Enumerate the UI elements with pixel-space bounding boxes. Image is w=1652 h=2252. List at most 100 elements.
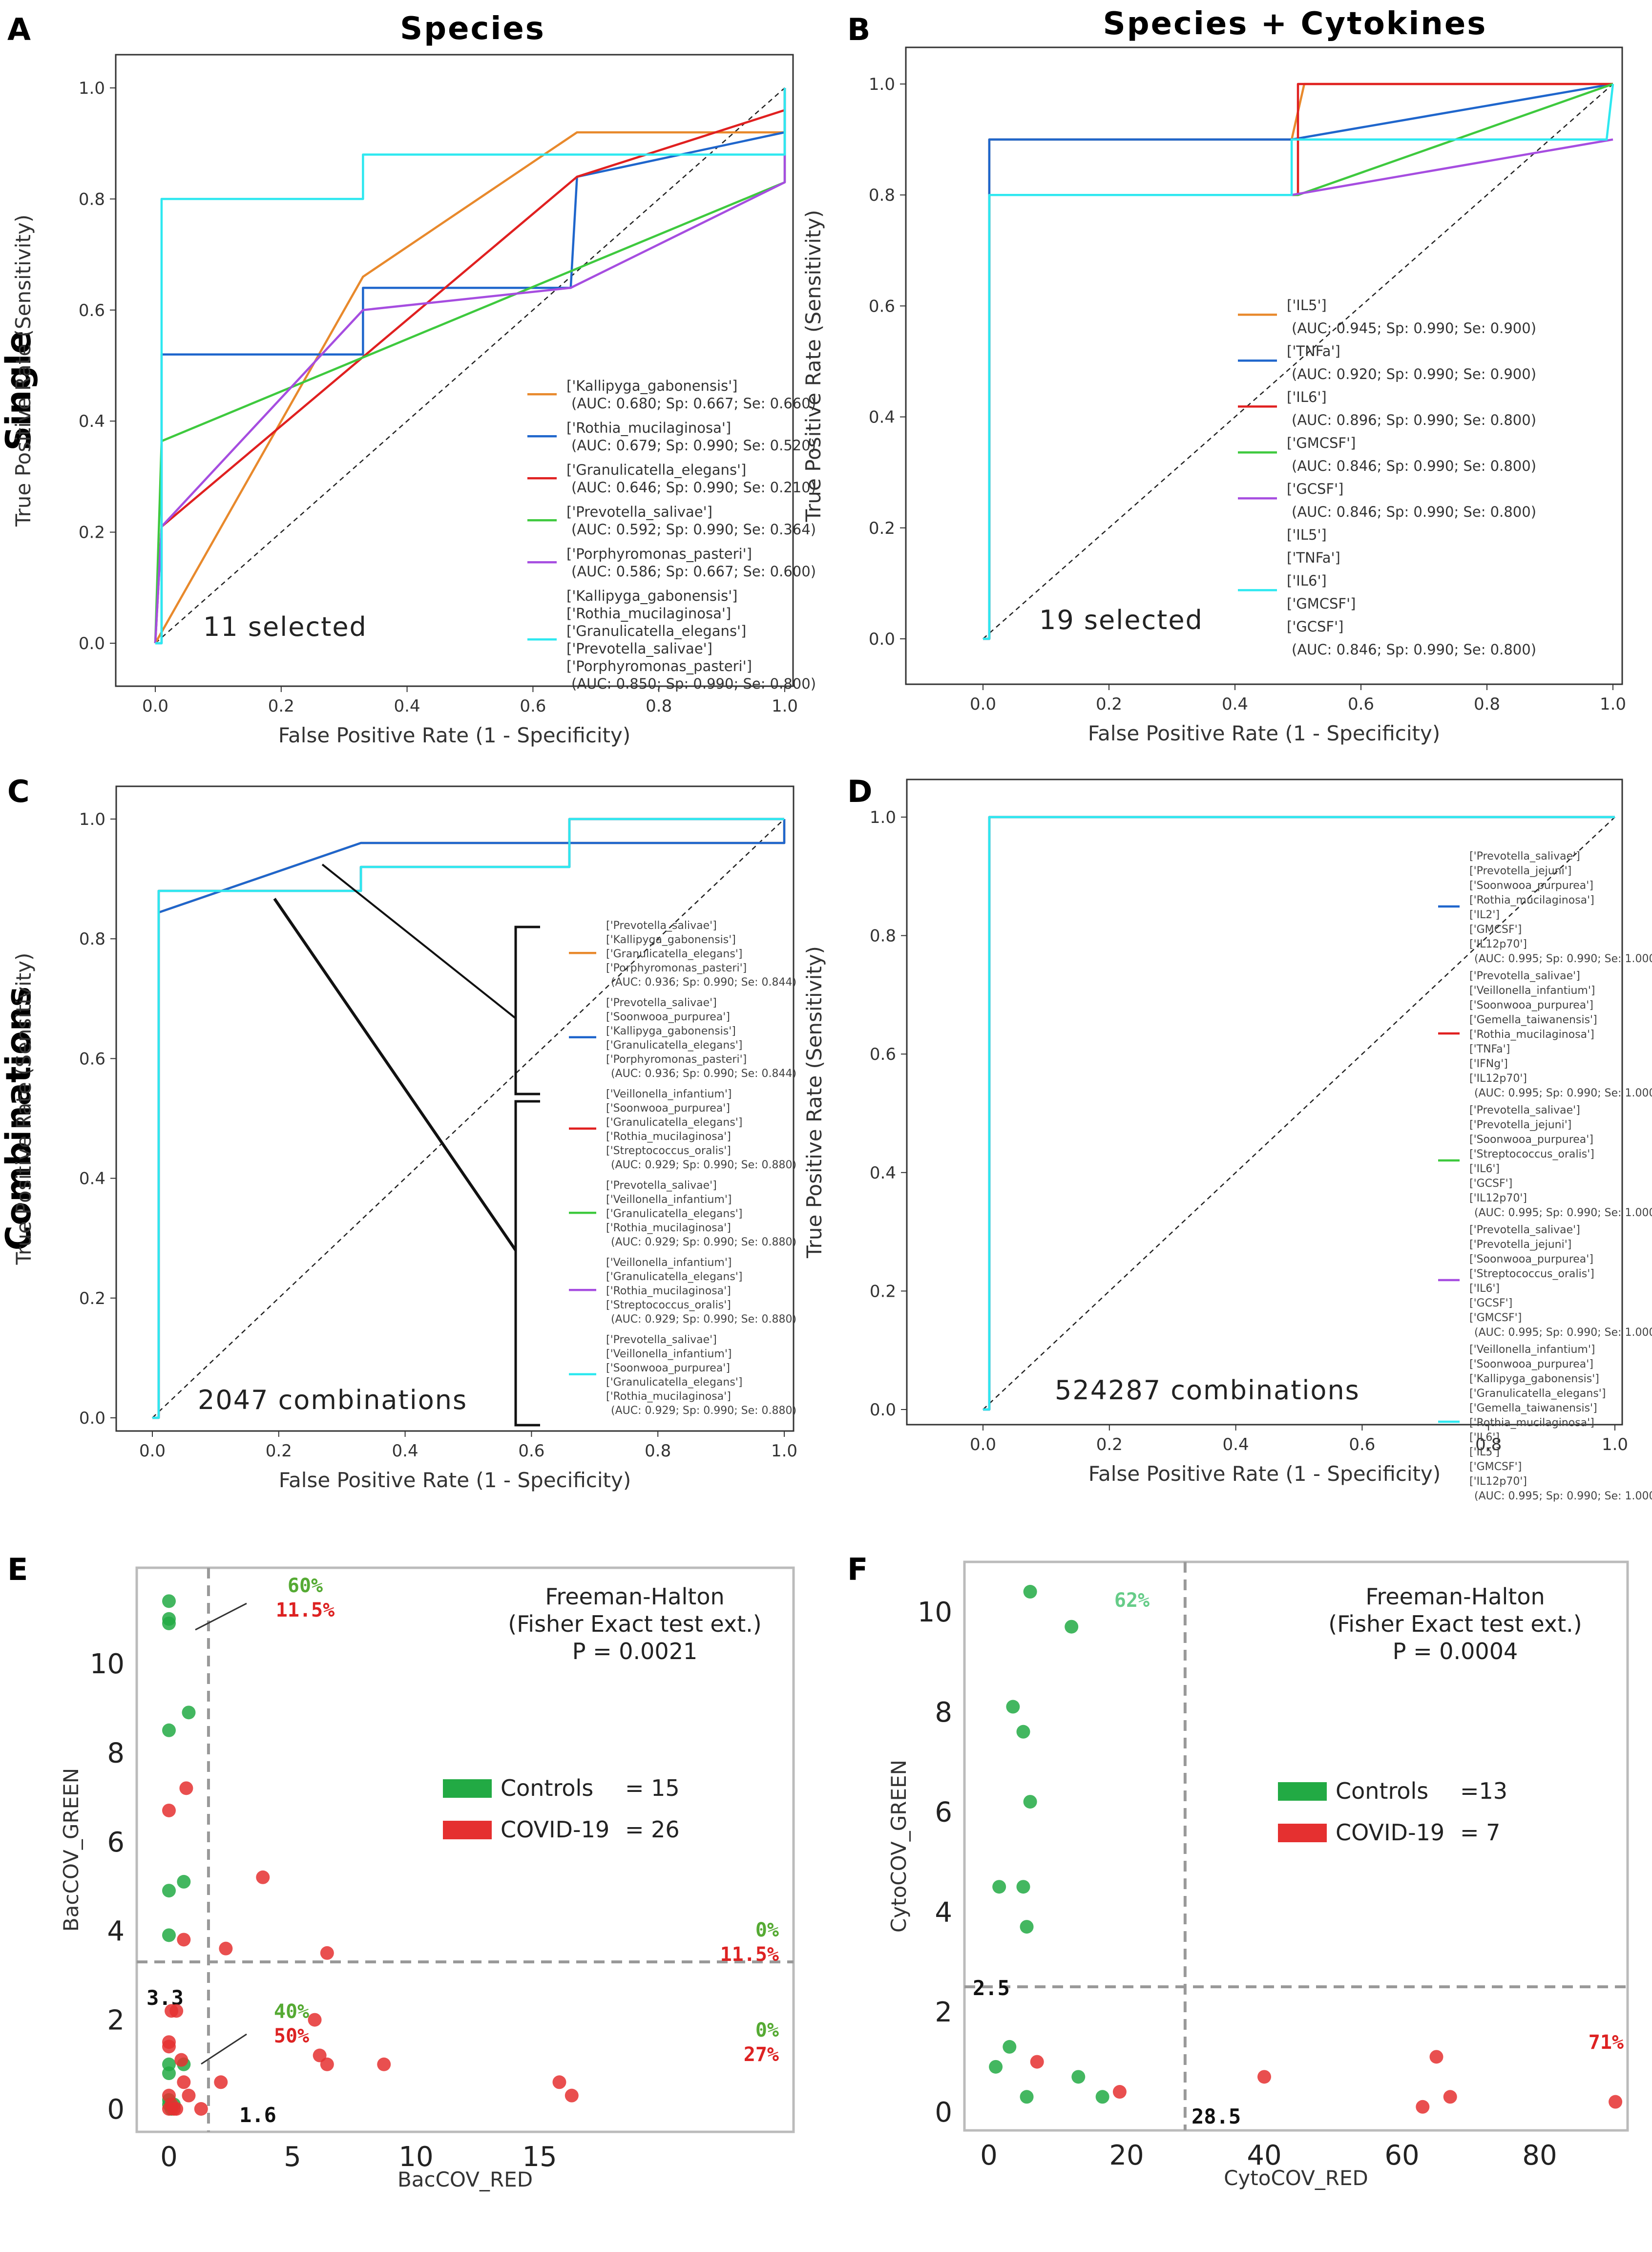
quadrant-covid-percent: 71% (1589, 2031, 1624, 2054)
quadrant-covid-percent: 50% (274, 2025, 309, 2047)
selection-note: 19 selected (1039, 605, 1203, 635)
y-tick-label: 8 (935, 1697, 952, 1728)
legend-entry-line: ['Porphyromonas_pasteri'] (606, 1053, 747, 1066)
legend-entry-line: ['IL2'] (1469, 909, 1500, 921)
legend-entry-line: (AUC: 0.995; Sp: 0.990; Se: 1.000) (1474, 1490, 1652, 1502)
y-tick-label: 8 (107, 1737, 125, 1769)
covid-point (169, 2004, 184, 2018)
panel-E-scatter: 0 5 10 150246810BacCOV_REDBacCOV_GREEN1.63.… (59, 1566, 795, 2191)
x-tick-label: 0.0 (139, 1441, 166, 1461)
y-tick-label: 2 (107, 2005, 125, 2037)
covid-point (1416, 2100, 1430, 2114)
x-tick-label: 1.0 (1602, 1435, 1628, 1454)
x-tick-label: 40 (1247, 2140, 1281, 2171)
y-tick-label: 4 (935, 1896, 952, 1928)
y-tick-label: 1.0 (79, 810, 105, 829)
legend-entry-line: ['Prevotella_salivae'] (606, 1179, 717, 1192)
control-point (1023, 1585, 1037, 1599)
legend-entry-line: ['Granulicatella_elegans'] (1469, 1388, 1606, 1400)
control-point (1016, 1725, 1030, 1739)
covid-point (162, 2088, 176, 2103)
roc-curve-cyan (983, 84, 1614, 640)
roc-curve-orange (158, 819, 786, 914)
x-tick-label: 0.8 (1475, 1435, 1502, 1454)
x-tick-label: 0.6 (518, 1441, 544, 1461)
x-tick-label: 1.0 (772, 696, 798, 716)
legend-entry-line: ['IL12p70'] (1469, 1475, 1527, 1488)
legend-entry-line: ['IL6'] (1469, 1163, 1500, 1175)
legend-label: COVID-19 (1336, 1819, 1444, 1846)
legend-entry-line: ['GMCSF'] (1287, 435, 1356, 451)
legend-entry-line: ['Soonwooa_purpurea'] (606, 1102, 730, 1115)
y-axis-label: True Positive Rate (Sensitivity) (802, 946, 826, 1259)
x-tick-label: 0.6 (520, 696, 546, 716)
legend-count: = 26 (625, 1816, 680, 1843)
bracket (514, 1100, 540, 1427)
legend: ['IL5'] (AUC: 0.945; Sp: 0.990; Se: 0.900… (1238, 297, 1536, 658)
legend-entry-line: ['IL6'] (1287, 389, 1327, 405)
y-tick-label: 0.8 (79, 929, 105, 949)
legend-entry-line: (AUC: 0.995; Sp: 0.990; Se: 1.000) (1474, 1326, 1652, 1339)
control-point (1016, 1880, 1030, 1894)
legend-entry-line: (AUC: 0.936; Sp: 0.990; Se: 0.844) (611, 1068, 796, 1080)
legend-entry-line: ['Granulicatella_elegans'] (606, 1208, 742, 1220)
y-tick-label: 6 (107, 1827, 125, 1858)
x-tick-label: 0.4 (392, 1441, 418, 1461)
legend-entry-line: ['IL5'] (1287, 526, 1327, 543)
legend-entry-line: ['Gemella_taiwanensis'] (1469, 1014, 1597, 1026)
legend-count: = 7 (1460, 1819, 1500, 1846)
statistic-text: Freeman-Halton (545, 1583, 724, 1610)
bracket-annotations (273, 863, 540, 1427)
panel-F-scatter: 0 20 40 60 80 0 2 4 6 8 10 CytoCOV_RED CytoCOV_GREEN… (887, 1560, 1629, 2190)
quadrant-control-percent: 40% (274, 2000, 309, 2023)
control-point (177, 1874, 191, 1889)
covid-point (182, 2088, 196, 2103)
legend-entry-line: ['Kallipyga_gabonensis'] (566, 378, 737, 394)
legend-entry-line: (AUC: 0.929; Sp: 0.990; Se: 0.880) (611, 1236, 796, 1248)
legend-entry-line: (AUC: 0.929; Sp: 0.990; Se: 0.880) (611, 1313, 796, 1326)
legend-swatch (1278, 1824, 1327, 1842)
threshold-y-label: 2.5 (973, 1976, 1010, 2000)
plot-frame (135, 1566, 795, 2133)
legend-entry-line: ['Soonwooa_purpurea'] (1469, 999, 1593, 1011)
statistic-text: (Fisher Exact test ext.) (1328, 1611, 1582, 1637)
x-tick-label: 0.8 (645, 1441, 671, 1461)
legend-entry-line: ['Veillonella_infantium'] (606, 1194, 732, 1206)
legend-entry-line: ['Prevotella_salivae'] (566, 504, 712, 520)
legend-entry-line: (AUC: 0.679; Sp: 0.990; Se: 0.520) (571, 437, 816, 454)
control-point (1071, 2070, 1086, 2084)
covid-point (214, 2075, 228, 2089)
legend-entry-line: ['Rothia_mucilaginosa'] (606, 1222, 731, 1234)
covid-point (162, 2035, 176, 2049)
selection-note: 11 selected (203, 611, 367, 642)
legend-entry-line: (AUC: 0.945; Sp: 0.990; Se: 0.900) (1292, 320, 1536, 337)
control-point (989, 2060, 1003, 2074)
legend-entry-line: (AUC: 0.846; Sp: 0.990; Se: 0.800) (1292, 458, 1536, 474)
panel-label-D: D (847, 774, 872, 809)
x-tick-label: 0.0 (970, 1435, 996, 1454)
legend-entry-line: (AUC: 0.929; Sp: 0.990; Se: 0.880) (611, 1405, 796, 1417)
control-point (992, 1880, 1006, 1894)
quadrant-covid-percent: 11.5% (720, 1943, 779, 1966)
x-tick-label: 0.4 (1222, 695, 1248, 714)
plot-frame (115, 54, 794, 687)
y-tick-label: 0.2 (79, 1289, 105, 1308)
x-axis-label: BacCOV_RED (397, 2168, 533, 2191)
legend-entry-line: ['GMCSF'] (1469, 1312, 1522, 1324)
legend-entry-line: ['IL12p70'] (1469, 938, 1527, 950)
legend-entry-line: (AUC: 0.592; Sp: 0.990; Se: 0.364) (571, 521, 816, 538)
control-point (1023, 1795, 1037, 1809)
legend-entry-line: ['Granulicatella_elegans'] (566, 462, 746, 478)
control-point (162, 1723, 176, 1737)
covid-point (1257, 2070, 1271, 2084)
x-tick-label: 5 (284, 2141, 301, 2173)
x-tick-label: 0.6 (1348, 695, 1374, 714)
x-tick-label: 0.2 (268, 696, 294, 716)
legend-entry-line: ['Veillonella_infantium'] (606, 1257, 732, 1269)
y-tick-label: 6 (935, 1797, 952, 1829)
x-axis-label: False Positive Rate (1 - Specificity) (1088, 1462, 1441, 1486)
covid-point (1443, 2090, 1457, 2104)
x-tick-label: 15 (522, 2141, 557, 2173)
panel-A-roc: 0.0 0.0 0.2 0.2 0.4 0.4 0.6 0.6 0.8 0.8 1.0 1.0 Fals… (11, 54, 816, 747)
y-tick-label: 0.4 (870, 1163, 896, 1183)
